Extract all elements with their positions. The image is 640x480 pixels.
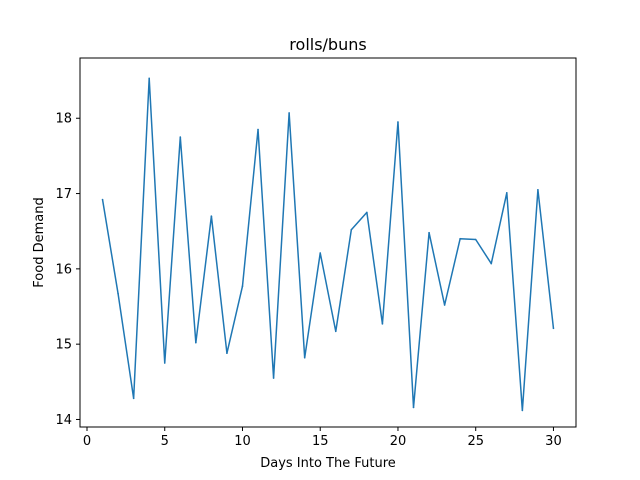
data-point	[148, 77, 150, 80]
data-point	[350, 228, 353, 231]
data-point	[428, 231, 430, 234]
plot-area	[101, 77, 555, 412]
y-tick-label: 17	[55, 187, 72, 202]
data-point	[490, 262, 493, 265]
x-axis-label: Days Into The Future	[260, 456, 396, 471]
y-tick-label: 18	[55, 112, 72, 127]
x-tick-label: 20	[390, 434, 407, 449]
x-tick-label: 25	[467, 434, 484, 449]
y-axis: 14 15 16 17 18	[55, 112, 80, 428]
data-point	[163, 362, 166, 364]
data-point	[195, 341, 197, 344]
series-line	[101, 77, 555, 412]
data-point	[537, 188, 539, 191]
data-point	[412, 406, 415, 409]
x-tick-label: 15	[312, 434, 329, 449]
data-point	[506, 191, 508, 194]
x-tick-label: 5	[161, 434, 169, 449]
data-point	[303, 356, 306, 359]
x-tick-label: 30	[545, 434, 562, 449]
data-point	[443, 304, 446, 306]
data-point	[132, 397, 135, 400]
data-point	[474, 238, 477, 241]
y-axis-label: Food Demand	[32, 197, 47, 287]
data-point	[334, 330, 337, 333]
y-tick-label: 14	[55, 413, 72, 428]
data-point	[210, 215, 213, 217]
data-point	[101, 198, 104, 201]
data-point	[226, 352, 228, 355]
data-point	[521, 409, 524, 412]
data-point	[179, 136, 182, 138]
data-point	[257, 128, 259, 131]
x-tick-label: 10	[234, 434, 251, 449]
data-point	[381, 323, 384, 325]
x-tick-label: 0	[83, 434, 91, 449]
y-tick-label: 15	[55, 338, 72, 353]
data-point	[366, 211, 368, 214]
data-point	[117, 292, 119, 295]
data-point	[272, 377, 275, 379]
data-point	[241, 285, 244, 287]
data-point	[288, 112, 290, 114]
x-axis: 0 5 10 15 20 25 30	[83, 427, 562, 449]
axes-frame	[79, 57, 577, 428]
y-tick-label: 16	[55, 262, 72, 277]
data-point	[319, 252, 322, 254]
data-point	[459, 237, 461, 240]
data-point	[552, 327, 555, 330]
data-point	[397, 121, 399, 123]
chart-title: rolls/buns	[289, 35, 366, 54]
